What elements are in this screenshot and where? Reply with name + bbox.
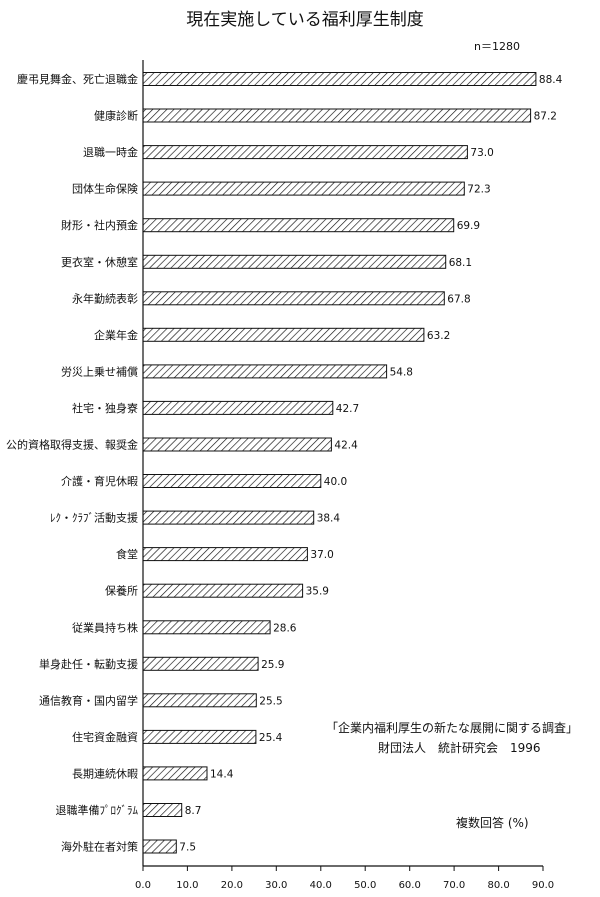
bar bbox=[142, 729, 257, 744]
bar bbox=[142, 291, 445, 306]
category-label: 更衣室・休憩室 bbox=[61, 255, 138, 269]
unit-note: 複数回答 (%) bbox=[456, 815, 529, 830]
bar bbox=[142, 108, 532, 123]
category-label: 海外駐在者対策 bbox=[61, 840, 138, 854]
value-label: 42.4 bbox=[334, 440, 358, 452]
bar bbox=[142, 327, 425, 342]
category-label: 単身赴任・転勤支援 bbox=[39, 657, 138, 671]
value-label: 38.4 bbox=[317, 513, 341, 525]
bar bbox=[142, 72, 537, 86]
x-tick-label: 90.0 bbox=[532, 880, 554, 891]
category-label: 通信教育・国内留学 bbox=[39, 693, 138, 707]
x-tick-label: 0.0 bbox=[135, 880, 151, 891]
value-label: 73.0 bbox=[470, 147, 493, 159]
category-label: 長期連続休暇 bbox=[72, 766, 138, 780]
bar bbox=[142, 254, 447, 269]
category-label: 従業員持ち株 bbox=[72, 620, 138, 634]
category-label: 保養所 bbox=[105, 584, 138, 598]
category-label: 公的資格取得支援、報奨金 bbox=[6, 438, 138, 452]
x-tick-label: 50.0 bbox=[354, 880, 376, 891]
value-label: 25.4 bbox=[259, 732, 283, 744]
value-label: 54.8 bbox=[390, 366, 413, 378]
bar bbox=[142, 803, 183, 817]
category-label: 企業年金 bbox=[94, 328, 138, 342]
value-label: 7.5 bbox=[179, 842, 196, 854]
value-label: 8.7 bbox=[185, 805, 202, 817]
value-label: 25.9 bbox=[261, 659, 284, 671]
value-label: 28.6 bbox=[273, 622, 297, 634]
category-label: ﾚｸ・ｸﾗﾌﾞ活動支援 bbox=[50, 511, 138, 525]
bar bbox=[142, 474, 322, 488]
value-label: 37.0 bbox=[310, 549, 333, 561]
x-tick-label: 80.0 bbox=[487, 880, 509, 891]
category-labels-group: 慶弔見舞金、死亡退職金健康診断退職一時金団体生命保険財形・社内預金更衣室・休憩室… bbox=[6, 72, 138, 854]
value-label: 72.3 bbox=[467, 184, 490, 196]
bar bbox=[142, 145, 468, 160]
x-ticks-group: 0.0 10.0 20.0 30.0 40.0 50.0 60.0 70.0 80.0 90.0 bbox=[135, 866, 554, 891]
category-label: 退職一時金 bbox=[83, 145, 138, 159]
x-tick-label: 20.0 bbox=[221, 880, 243, 891]
value-label: 35.9 bbox=[306, 586, 329, 598]
category-label: 団体生命保険 bbox=[72, 182, 138, 196]
value-label: 88.4 bbox=[539, 74, 563, 86]
category-label: 財形・社内預金 bbox=[61, 218, 138, 232]
bar bbox=[142, 181, 465, 196]
value-label: 68.1 bbox=[449, 257, 472, 269]
value-label: 14.4 bbox=[210, 768, 234, 780]
category-label: 永年勤続表彰 bbox=[72, 291, 138, 305]
value-label: 67.8 bbox=[447, 293, 470, 305]
value-label: 42.7 bbox=[336, 403, 359, 415]
bar bbox=[142, 510, 315, 525]
value-label: 40.0 bbox=[324, 476, 347, 488]
category-label: 健康診断 bbox=[94, 109, 138, 123]
bar bbox=[142, 620, 271, 635]
category-label: 介護・育児休暇 bbox=[61, 474, 138, 488]
x-tick-label: 60.0 bbox=[399, 880, 421, 891]
chart-title: 現在実施している福利厚生制度 bbox=[186, 10, 424, 30]
value-labels-group: 88.4 87.2 73.0 72.3 69.9 68.1 67.8 63.2 54.8 42.7… bbox=[179, 74, 562, 854]
bar bbox=[142, 364, 388, 379]
bar bbox=[142, 547, 308, 562]
category-label: 労災上乗せ補償 bbox=[61, 364, 138, 378]
bar bbox=[142, 218, 455, 233]
category-label: 住宅資金融資 bbox=[72, 730, 138, 744]
category-label: 食堂 bbox=[116, 547, 138, 561]
sample-size-note: n＝1280 bbox=[474, 40, 520, 53]
x-tick-label: 10.0 bbox=[176, 880, 198, 891]
category-label: 慶弔見舞金、死亡退職金 bbox=[17, 72, 138, 86]
bar bbox=[142, 400, 334, 415]
bar bbox=[142, 583, 304, 598]
value-label: 63.2 bbox=[427, 330, 450, 342]
x-tick-label: 40.0 bbox=[310, 880, 332, 891]
category-label: 退職準備ﾌﾟﾛｸﾞﾗﾑ bbox=[56, 803, 139, 817]
source-line-1: 「企業内福利厚生の新たな展開に関する調査」 bbox=[326, 720, 578, 735]
bar bbox=[142, 437, 332, 452]
value-label: 87.2 bbox=[534, 111, 557, 123]
bar bbox=[142, 656, 259, 671]
x-tick-label: 30.0 bbox=[265, 880, 287, 891]
bar bbox=[142, 693, 257, 708]
bar bbox=[142, 766, 208, 781]
x-tick-label: 70.0 bbox=[443, 880, 465, 891]
category-label: 社宅・独身寮 bbox=[72, 401, 138, 415]
bar bbox=[142, 839, 177, 854]
value-label: 25.5 bbox=[259, 695, 282, 707]
value-label: 69.9 bbox=[457, 220, 480, 232]
source-line-2: 財団法人 統計研究会 1996 bbox=[378, 740, 541, 755]
